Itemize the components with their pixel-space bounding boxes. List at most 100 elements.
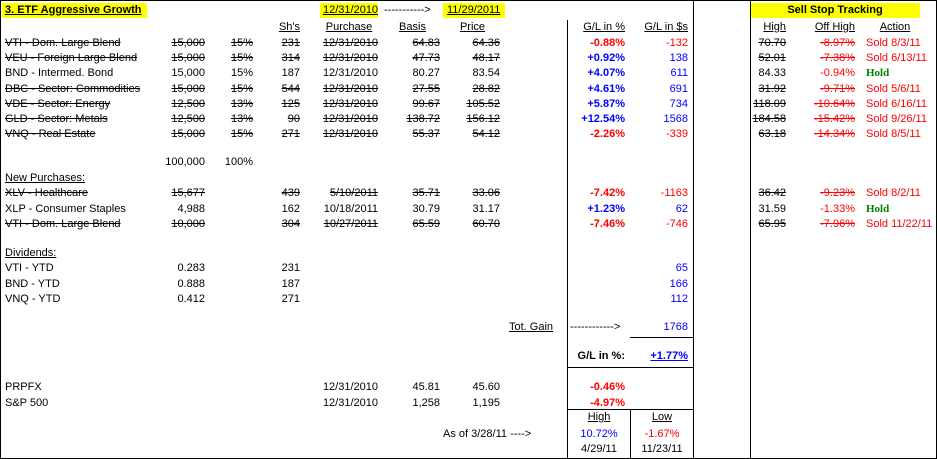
benchmark-price[interactable]: 1,195 — [472, 396, 500, 409]
holding-amount[interactable]: 15,000 — [171, 82, 205, 95]
new-purchase-basis[interactable]: 35.71 — [412, 187, 440, 199]
new-purchase-high[interactable]: 65.95 — [758, 218, 786, 230]
holding-shares[interactable]: 90 — [287, 113, 300, 125]
benchmark-basis[interactable]: 1,258 — [412, 396, 440, 409]
holding-action[interactable]: Sold 5/6/11 — [866, 82, 921, 95]
holding-high[interactable]: 52.01 — [758, 52, 786, 65]
total-pct[interactable]: 100% — [224, 156, 253, 168]
new-purchase-basis[interactable]: 30.79 — [412, 202, 440, 215]
holding-off-high[interactable]: -8.97% — [820, 37, 855, 49]
holding-pct[interactable]: 15% — [230, 52, 253, 65]
hilo-high-date[interactable]: 4/29/11 — [581, 443, 617, 455]
holding-pct[interactable]: 13% — [230, 97, 253, 110]
holding-gl-pct[interactable]: +0.92% — [587, 52, 625, 65]
holding-action[interactable]: Sold 8/5/11 — [866, 128, 921, 141]
holding-name[interactable]: VTI - Dom. Large Blend — [5, 37, 121, 49]
new-purchase-shares[interactable]: 304 — [281, 218, 300, 230]
dividend-shares[interactable]: 187 — [281, 277, 300, 290]
new-purchase-gl-usd[interactable]: -746 — [665, 218, 688, 230]
holding-gl-usd[interactable]: -339 — [665, 128, 688, 141]
new-purchase-action[interactable]: Sold 8/2/11 — [866, 187, 921, 199]
holding-shares[interactable]: 544 — [281, 82, 300, 95]
holding-high[interactable]: 184.58 — [752, 113, 786, 125]
holding-date[interactable]: 12/31/2010 — [322, 82, 378, 95]
holding-date[interactable]: 12/31/2010 — [322, 67, 378, 80]
holding-amount[interactable]: 15,000 — [171, 128, 205, 141]
new-purchase-high[interactable]: 31.59 — [758, 202, 786, 215]
holding-name[interactable]: VNQ - Real Estate — [5, 128, 96, 141]
holding-high[interactable]: 70.70 — [758, 37, 786, 49]
holding-name[interactable]: GLD - Sector: Metals — [5, 113, 108, 125]
dividend-usd[interactable]: 166 — [669, 277, 688, 290]
holding-action[interactable]: Sold 6/16/11 — [866, 97, 927, 110]
holding-off-high[interactable]: -14.34% — [814, 128, 855, 141]
dividend-name[interactable]: VNQ - YTD — [5, 293, 61, 305]
dividend-value[interactable]: 0.412 — [177, 293, 205, 305]
new-purchase-basis[interactable]: 65.59 — [412, 218, 440, 230]
new-purchase-amount[interactable]: 15,677 — [171, 187, 205, 199]
holding-gl-usd[interactable]: -132 — [665, 37, 688, 49]
new-purchase-amount[interactable]: 4,988 — [177, 202, 205, 215]
new-purchase-name[interactable]: XLV - Healthcare — [5, 187, 88, 199]
total-amount[interactable]: 100,000 — [165, 156, 205, 168]
new-purchase-gl-usd[interactable]: 62 — [675, 202, 688, 215]
holding-shares[interactable]: 271 — [281, 128, 300, 141]
benchmark-gl-pct[interactable]: -0.46% — [590, 381, 625, 393]
holding-gl-usd[interactable]: 1568 — [663, 113, 688, 125]
new-purchase-off-high[interactable]: -9.23% — [820, 187, 855, 199]
holding-gl-usd[interactable]: 611 — [670, 67, 688, 80]
holding-date[interactable]: 12/31/2010 — [322, 128, 378, 141]
end-date[interactable]: 11/29/2011 — [447, 4, 501, 16]
new-purchase-off-high[interactable]: -7.96% — [820, 218, 855, 230]
dividend-usd[interactable]: 65 — [675, 262, 688, 274]
holding-name[interactable]: VDE - Sector: Energy — [5, 97, 111, 110]
holding-pct[interactable]: 15% — [230, 128, 253, 141]
holding-gl-pct[interactable]: -0.88% — [590, 37, 625, 49]
holding-basis[interactable]: 47.73 — [412, 52, 440, 65]
gl-pct-value[interactable]: +1.77% — [650, 350, 688, 362]
benchmark-date[interactable]: 12/31/2010 — [322, 396, 378, 409]
benchmark-price[interactable]: 45.60 — [472, 381, 500, 393]
dividend-shares[interactable]: 271 — [281, 293, 300, 305]
new-purchase-price[interactable]: 60.70 — [472, 218, 500, 230]
holding-price[interactable]: 54.12 — [472, 128, 500, 141]
new-purchase-off-high[interactable]: -1.33% — [820, 202, 855, 215]
dividend-usd[interactable]: 112 — [670, 293, 688, 305]
holding-shares[interactable]: 125 — [281, 97, 300, 110]
holding-pct[interactable]: 15% — [230, 37, 253, 49]
new-purchase-action[interactable]: Hold — [866, 202, 890, 215]
new-purchase-amount[interactable]: 10,000 — [171, 218, 205, 230]
holding-price[interactable]: 28.82 — [472, 82, 500, 95]
holding-amount[interactable]: 15,000 — [171, 37, 205, 49]
holding-price[interactable]: 48.17 — [472, 52, 500, 65]
new-purchase-action[interactable]: Sold 11/22/11 — [866, 218, 933, 230]
dividend-shares[interactable]: 231 — [281, 262, 300, 274]
benchmark-gl-pct[interactable]: -4.97% — [590, 396, 625, 409]
holding-amount[interactable]: 12,500 — [171, 113, 205, 125]
dividend-name[interactable]: BND - YTD — [5, 277, 60, 290]
holding-shares[interactable]: 187 — [281, 67, 300, 80]
holding-high[interactable]: 118.09 — [753, 97, 786, 110]
holding-basis[interactable]: 80.27 — [412, 67, 440, 80]
benchmark-name[interactable]: PRPFX — [5, 381, 42, 393]
dividend-value[interactable]: 0.283 — [177, 262, 205, 274]
holding-high[interactable]: 31.92 — [758, 82, 786, 95]
holding-name[interactable]: VEU - Foreign Large Blend — [5, 52, 138, 65]
new-purchase-gl-pct[interactable]: +1.23% — [587, 202, 625, 215]
holding-pct[interactable]: 13% — [230, 113, 253, 125]
hilo-low-date[interactable]: 11/23/11 — [641, 443, 683, 455]
new-purchase-date[interactable]: 10/18/2011 — [323, 202, 378, 215]
holding-date[interactable]: 12/31/2010 — [322, 52, 378, 65]
holding-action[interactable]: Sold 8/3/11 — [866, 37, 921, 49]
holding-price[interactable]: 156.12 — [466, 113, 500, 125]
new-purchase-price[interactable]: 33.06 — [472, 187, 500, 199]
holding-date[interactable]: 12/31/2010 — [322, 37, 378, 49]
hilo-high-pct[interactable]: 10.72% — [580, 428, 618, 440]
holding-basis[interactable]: 138.72 — [406, 113, 440, 125]
holding-price[interactable]: 83.54 — [472, 67, 500, 80]
holding-date[interactable]: 12/31/2010 — [322, 97, 378, 110]
holding-name[interactable]: BND - Intermed. Bond — [5, 67, 114, 80]
hilo-low-pct[interactable]: -1.67% — [644, 428, 680, 440]
benchmark-date[interactable]: 12/31/2010 — [322, 381, 378, 393]
holding-gl-usd[interactable]: 734 — [669, 97, 688, 110]
